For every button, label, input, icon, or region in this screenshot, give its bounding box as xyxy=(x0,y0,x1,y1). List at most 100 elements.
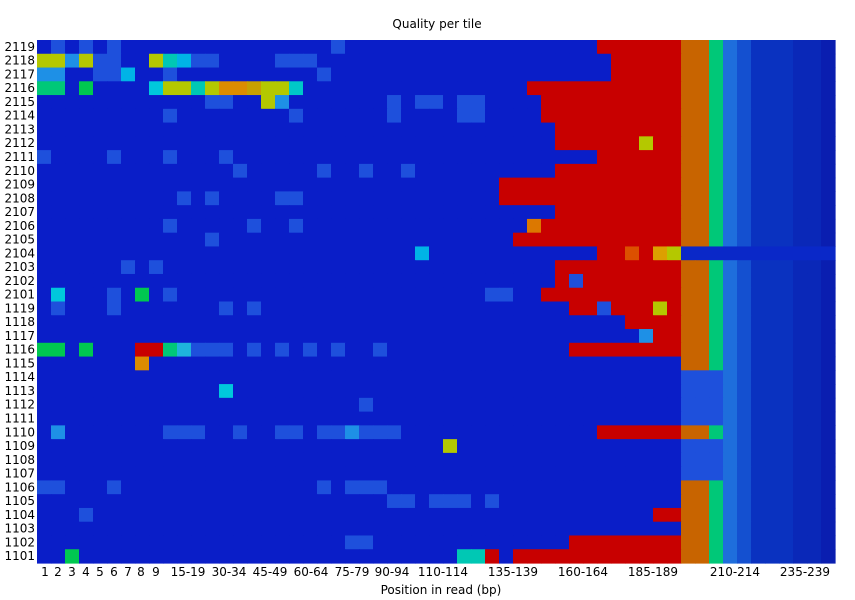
heatmap-cell xyxy=(37,439,52,454)
heatmap-cell xyxy=(415,507,430,523)
heatmap-cell xyxy=(65,535,80,550)
heatmap-cell xyxy=(373,466,388,482)
heatmap-cell xyxy=(597,439,612,454)
heatmap-cell xyxy=(345,397,360,413)
heatmap-cell xyxy=(247,384,262,399)
heatmap-cell xyxy=(387,163,402,179)
heatmap-cell xyxy=(737,260,752,275)
heatmap-cell xyxy=(289,370,304,385)
heatmap-cell xyxy=(233,480,248,495)
heatmap-cell xyxy=(93,507,108,523)
heatmap-cell xyxy=(303,521,318,537)
heatmap-cell xyxy=(331,260,346,275)
heatmap-cell xyxy=(429,425,444,440)
heatmap-cell xyxy=(177,177,192,192)
heatmap-cell xyxy=(359,301,374,316)
heatmap-cell xyxy=(471,439,486,454)
heatmap-cell xyxy=(65,136,80,151)
heatmap-cell xyxy=(37,356,52,371)
heatmap-cell xyxy=(625,191,640,206)
heatmap-cell xyxy=(793,67,808,82)
heatmap-cell xyxy=(135,480,150,495)
heatmap-cell xyxy=(373,53,388,69)
x-tick-label: 90-94 xyxy=(375,565,410,579)
heatmap-cell xyxy=(821,136,836,151)
heatmap-cell xyxy=(709,356,724,371)
heatmap-cell xyxy=(751,108,766,124)
heatmap-cell xyxy=(653,67,668,82)
heatmap-cell xyxy=(457,452,472,468)
heatmap-cell xyxy=(527,260,542,275)
heatmap-cell xyxy=(471,329,486,344)
heatmap-cell xyxy=(779,452,794,468)
heatmap-cell xyxy=(51,452,66,468)
heatmap-cell xyxy=(275,177,290,192)
heatmap-cell xyxy=(107,191,122,206)
x-tick-label: 45-49 xyxy=(253,565,288,579)
heatmap-cell xyxy=(303,150,318,165)
heatmap-cell xyxy=(345,40,360,55)
heatmap-cell xyxy=(429,95,444,110)
x-tick-label: 235-239 xyxy=(780,565,830,579)
heatmap-cell xyxy=(233,150,248,165)
heatmap-cell xyxy=(345,205,360,220)
heatmap-cell xyxy=(541,507,556,523)
heatmap-cell xyxy=(79,494,94,509)
heatmap-cell xyxy=(331,177,346,192)
heatmap-cell xyxy=(149,494,164,509)
heatmap-cell xyxy=(387,370,402,385)
heatmap-cell xyxy=(373,81,388,96)
heatmap-cell xyxy=(93,356,108,371)
heatmap-cell xyxy=(149,273,164,289)
heatmap-cell xyxy=(555,397,570,413)
y-tick-label: 1115 xyxy=(4,356,35,370)
heatmap-cell xyxy=(499,191,514,206)
heatmap-cell xyxy=(471,67,486,82)
heatmap-cell xyxy=(121,273,136,289)
heatmap-cell xyxy=(807,218,822,234)
heatmap-cell xyxy=(177,370,192,385)
heatmap-cell xyxy=(345,108,360,124)
heatmap-cell xyxy=(541,384,556,399)
heatmap-cell xyxy=(219,301,234,316)
heatmap-cell xyxy=(233,136,248,151)
heatmap-cell xyxy=(723,53,738,69)
heatmap-cell xyxy=(681,260,696,275)
x-tick-label: 3 xyxy=(68,565,76,579)
heatmap-cell xyxy=(681,439,696,454)
heatmap-cell xyxy=(345,439,360,454)
heatmap-cell xyxy=(527,232,542,248)
heatmap-cell xyxy=(807,163,822,179)
heatmap-cell xyxy=(401,384,416,399)
heatmap-cell xyxy=(107,466,122,482)
heatmap-cell xyxy=(443,40,458,55)
heatmap-cell xyxy=(653,177,668,192)
heatmap-cell xyxy=(359,191,374,206)
heatmap-cell xyxy=(653,163,668,179)
heatmap-cell xyxy=(121,95,136,110)
heatmap-cell xyxy=(163,205,178,220)
heatmap-cell xyxy=(135,53,150,69)
heatmap-cell xyxy=(597,163,612,179)
heatmap-cell xyxy=(177,163,192,179)
heatmap-cell xyxy=(443,150,458,165)
heatmap-cell xyxy=(135,232,150,248)
heatmap-cell xyxy=(233,315,248,330)
heatmap-cell xyxy=(709,452,724,468)
heatmap-cell xyxy=(65,549,80,564)
heatmap-cell xyxy=(807,384,822,399)
heatmap-cell xyxy=(653,549,668,564)
heatmap-cell xyxy=(415,425,430,440)
heatmap-cell xyxy=(51,315,66,330)
heatmap-cell xyxy=(457,439,472,454)
heatmap-cell xyxy=(457,122,472,137)
heatmap-cell xyxy=(331,287,346,303)
heatmap-cell xyxy=(513,95,528,110)
heatmap-cell xyxy=(51,549,66,564)
heatmap-cell xyxy=(639,507,654,523)
y-tick-label: 2116 xyxy=(4,81,35,95)
heatmap-cell xyxy=(303,549,318,564)
heatmap-cell xyxy=(359,356,374,371)
heatmap-cell xyxy=(93,549,108,564)
heatmap-cell xyxy=(65,273,80,289)
